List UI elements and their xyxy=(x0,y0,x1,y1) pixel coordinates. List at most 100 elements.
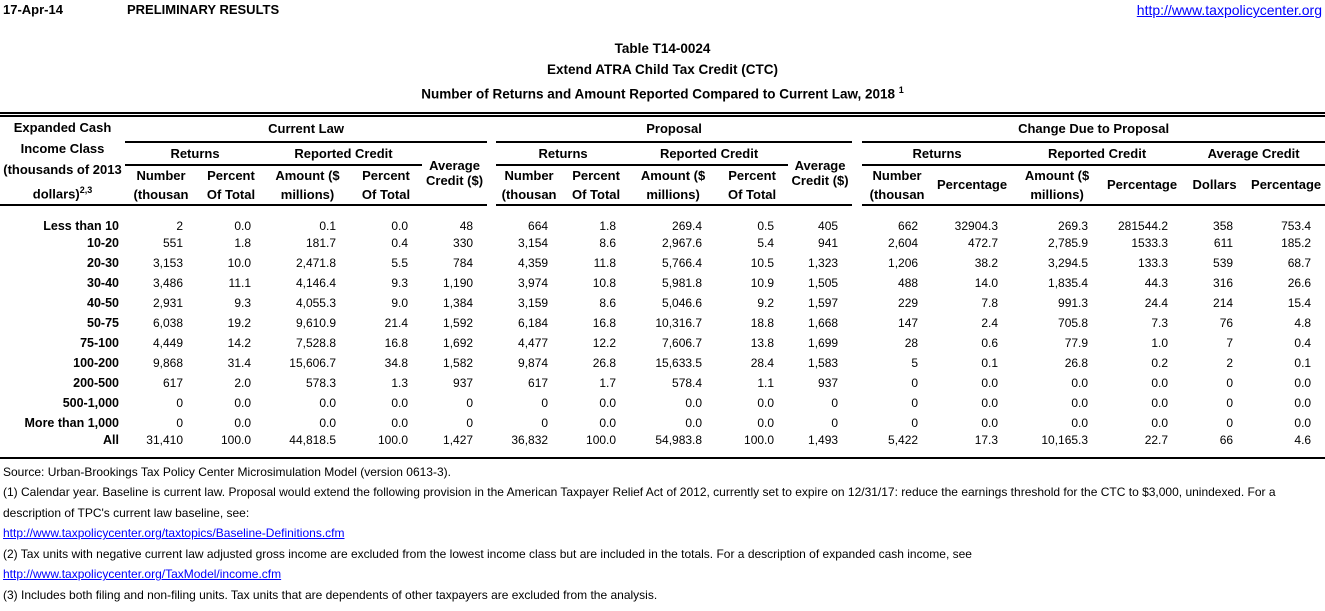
table-cell: 1,582 xyxy=(443,355,474,370)
table-cell: 34.8 xyxy=(384,355,408,370)
col-header-average-credit: Average Credit ($) xyxy=(788,141,853,206)
table-row: 20-30 3,153 10.0 2,471.8 5.5 784 4,359 11.8 5,76… xyxy=(0,253,1325,273)
table-cell: 3,153 xyxy=(152,255,183,270)
col-header-percent-of-total: Percent Of Total xyxy=(350,164,422,206)
column-gap xyxy=(852,393,862,413)
table-cell: 10.9 xyxy=(750,275,775,290)
table-cell: 1,206 xyxy=(888,255,919,270)
table-row: 200-500 617 2.0 578.3 1.3 937 617 1.7 578.4 1.1 93… xyxy=(0,373,1325,393)
table-cell: 44.3 xyxy=(1144,275,1169,290)
table-cell: 1,692 xyxy=(443,335,474,350)
table-cell: 0.0 xyxy=(981,375,999,390)
table-cell: 0.2 xyxy=(1151,355,1169,370)
table-cell: 3,154 xyxy=(518,235,549,250)
table-cell: 28.4 xyxy=(750,355,775,370)
income-definition-link[interactable]: http://www.taxpolicycenter.org/TaxModel/… xyxy=(3,567,282,582)
column-gap xyxy=(852,353,862,373)
title-footnote-ref: 1 xyxy=(898,85,904,95)
table-cell: 0.0 xyxy=(234,415,251,430)
table-cell: 316 xyxy=(1213,275,1234,290)
table-row: 50-75 6,038 19.2 9,610.9 21.4 1,592 6,184 16.8 1… xyxy=(0,313,1325,333)
table-cell: 1,190 xyxy=(443,275,474,290)
table-cell: 0.0 xyxy=(391,415,408,430)
table-cell: 941 xyxy=(818,235,839,250)
table-header: Expanded Cash Income Class (thousands of… xyxy=(0,116,1325,206)
column-gap xyxy=(852,273,862,293)
footnotes-section: Source: Urban-Brookings Tax Policy Cente… xyxy=(0,459,1325,606)
table-cell: 1,323 xyxy=(808,255,839,270)
table-cell: 147 xyxy=(898,315,919,330)
taxpolicycenter-home-link[interactable]: http://www.taxpolicycenter.org xyxy=(1136,2,1322,18)
table-cell: 9,868 xyxy=(152,355,183,370)
column-gap xyxy=(852,373,862,393)
col-header-average-credit: Average Credit ($) xyxy=(422,141,488,206)
table-cell: 269.3 xyxy=(1058,218,1089,233)
table-cell: 1,427 xyxy=(443,432,474,447)
table-cell: 4,477 xyxy=(518,335,549,350)
table-cell: 2,471.8 xyxy=(295,255,336,270)
column-gap xyxy=(487,373,496,393)
table-cell: 3,294.5 xyxy=(1048,255,1089,270)
col-header-number: Number (thousan xyxy=(496,164,563,206)
table-cell: 0 xyxy=(541,415,549,430)
table-cell: 4,055.3 xyxy=(295,295,336,310)
table-cell: 662 xyxy=(898,218,919,233)
col-header-dollars: Dollars xyxy=(1182,164,1248,206)
column-gap xyxy=(852,205,862,233)
table-cell: 0 xyxy=(466,415,474,430)
table-cell: 1.3 xyxy=(391,375,408,390)
source-note: Source: Urban-Brookings Tax Policy Cente… xyxy=(3,464,451,479)
table-cell: 9.3 xyxy=(234,295,251,310)
table-cell: 38.2 xyxy=(974,255,999,270)
baseline-definitions-link[interactable]: http://www.taxpolicycenter.org/taxtopics… xyxy=(3,526,345,541)
table-cell: 7,528.8 xyxy=(295,335,336,350)
col-header-percent-of-total: Percent Of Total xyxy=(562,164,631,206)
table-cell: 937 xyxy=(453,375,474,390)
column-gap xyxy=(487,233,496,253)
table-cell: 0.0 xyxy=(1151,415,1169,430)
table-cell: 0.0 xyxy=(1294,415,1312,430)
table-cell: 0.0 xyxy=(1151,375,1169,390)
table-cell: 13.8 xyxy=(750,335,775,350)
footnote-3: (3) Includes both filing and non-filing … xyxy=(3,587,658,602)
table-cell: 1,583 xyxy=(808,355,839,370)
income-class-label: 10-20 xyxy=(87,235,119,250)
table-cell: 5,981.8 xyxy=(662,275,703,290)
table-cell: 181.7 xyxy=(305,235,336,250)
column-gap xyxy=(852,413,862,433)
column-gap xyxy=(487,117,496,205)
table-cell: 0.4 xyxy=(391,235,408,250)
table-cell: 405 xyxy=(818,218,839,233)
table-cell: 0.0 xyxy=(319,395,336,410)
table-row: 500-1,000 0 0.0 0.0 0.0 0 0 0.0 0.0 0.0 0 0 0.0 0.0 0.… xyxy=(0,393,1325,413)
table-cell: 10,165.3 xyxy=(1041,432,1089,447)
table-cell: 0 xyxy=(831,395,839,410)
table-cell: 0.0 xyxy=(391,395,408,410)
table-cell: 15,633.5 xyxy=(655,355,703,370)
table-cell: 1,493 xyxy=(808,432,839,447)
table-cell: 991.3 xyxy=(1058,295,1089,310)
table-cell: 2,785.9 xyxy=(1048,235,1089,250)
table-cell: 100.0 xyxy=(744,432,775,447)
table-cell: 0.0 xyxy=(981,395,999,410)
table-cell: 3,974 xyxy=(518,275,549,290)
table-cell: 1.8 xyxy=(599,218,617,233)
table-row: 10-20 551 1.8 181.7 0.4 330 3,154 8.6 2,967.6 5.4… xyxy=(0,233,1325,253)
footnote-1: (1) Calendar year. Baseline is current l… xyxy=(3,485,1276,520)
table-cell: 28 xyxy=(904,335,919,350)
table-cell: 4,449 xyxy=(152,335,183,350)
table-cell: 5,046.6 xyxy=(662,295,703,310)
table-cell: 0.0 xyxy=(1071,375,1089,390)
income-class-label: 100-200 xyxy=(73,355,119,370)
table-row: All 31,410 100.0 44,818.5 100.0 1,427 36,832 10… xyxy=(0,433,1325,457)
table-cell: 26.8 xyxy=(592,355,617,370)
table-cell: 0.0 xyxy=(685,395,703,410)
table-cell: 54,983.8 xyxy=(655,432,703,447)
column-gap xyxy=(487,313,496,333)
footnote-2: (2) Tax units with negative current law … xyxy=(3,546,972,561)
table-cell: 0.0 xyxy=(319,415,336,430)
table-cell: 753.4 xyxy=(1281,218,1312,233)
table-cell: 578.3 xyxy=(305,375,336,390)
table-cell: 8.6 xyxy=(599,235,617,250)
table-cell: 16.8 xyxy=(592,315,617,330)
